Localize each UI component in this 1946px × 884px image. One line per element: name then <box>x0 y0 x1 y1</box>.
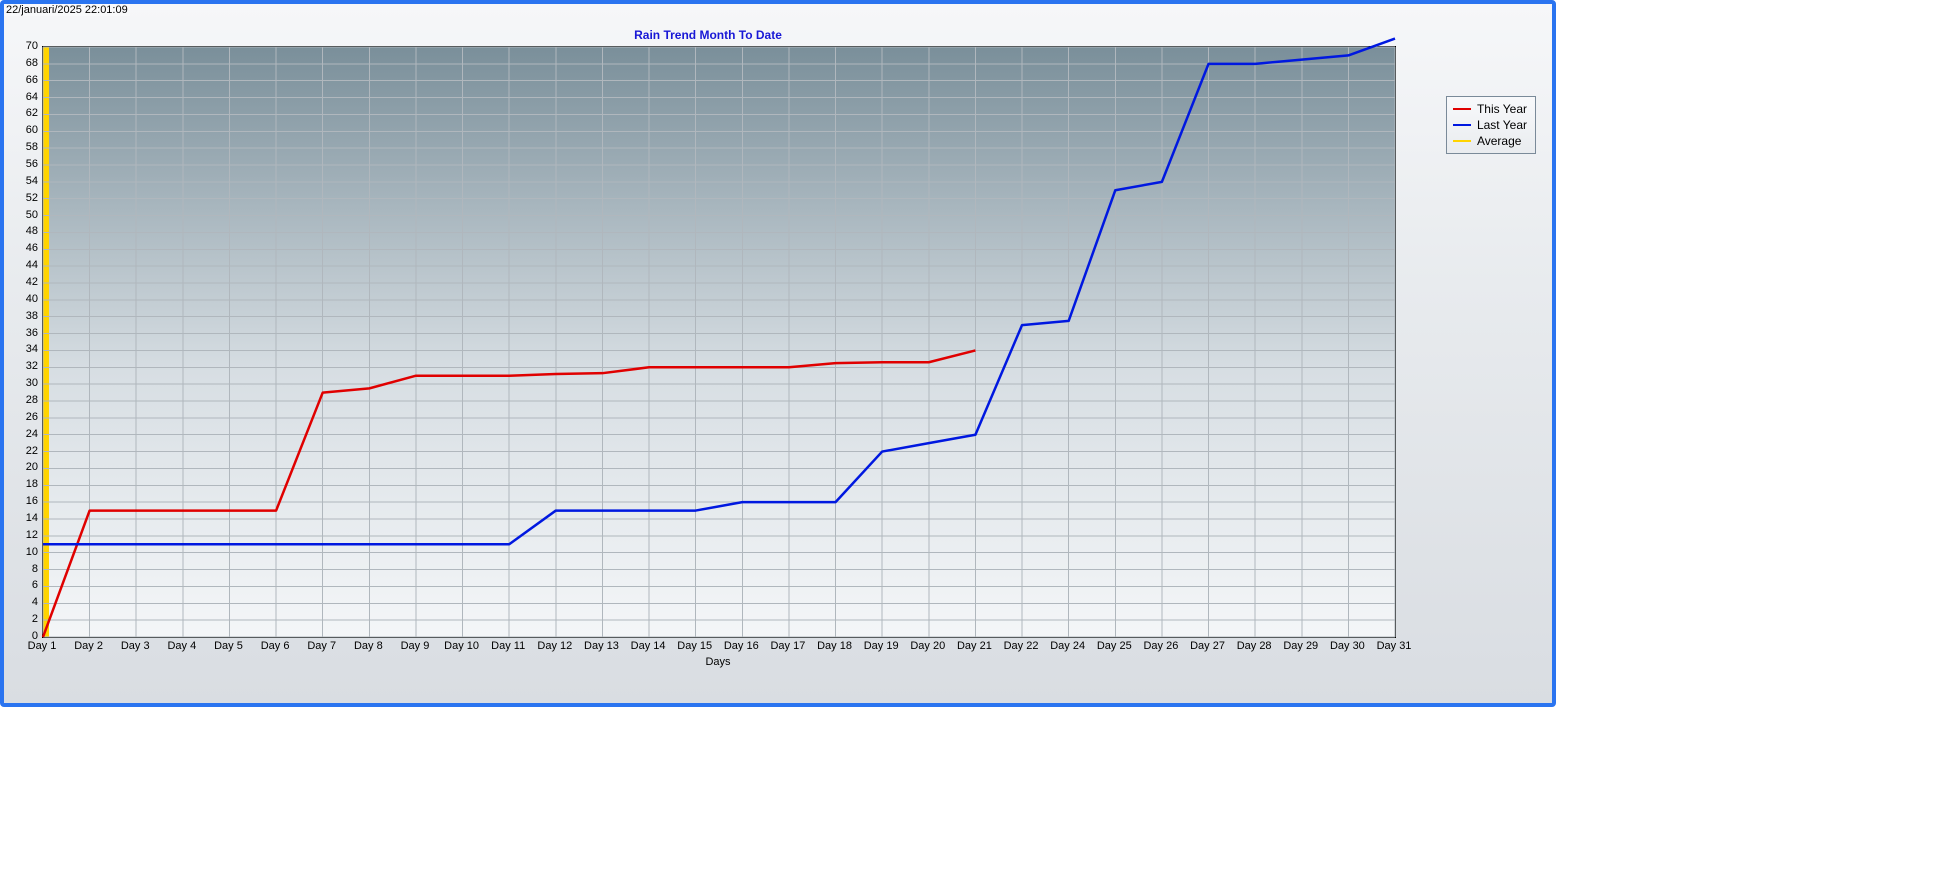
x-tick-label: Day 6 <box>261 640 290 652</box>
y-tick-label: 16 <box>26 495 38 507</box>
x-tick-label: Day 3 <box>121 640 150 652</box>
y-tick-label: 64 <box>26 91 38 103</box>
x-tick-label: Day 30 <box>1330 640 1365 652</box>
x-tick-label: Day 16 <box>724 640 759 652</box>
x-tick-label: Day 22 <box>1004 640 1039 652</box>
x-tick-label: Day 12 <box>537 640 572 652</box>
plot-area <box>42 46 1396 638</box>
legend-item: Last Year <box>1453 117 1527 133</box>
y-tick-label: 52 <box>26 192 38 204</box>
chart-title: Rain Trend Month To Date <box>4 28 1412 42</box>
y-tick-label: 48 <box>26 225 38 237</box>
legend-swatch <box>1453 124 1471 126</box>
y-tick-label: 46 <box>26 242 38 254</box>
y-tick-label: 56 <box>26 158 38 170</box>
y-tick-label: 54 <box>26 175 38 187</box>
x-tick-label: Day 17 <box>770 640 805 652</box>
x-tick-label: Day 29 <box>1283 640 1318 652</box>
x-tick-label: Day 18 <box>817 640 852 652</box>
x-tick-label: Day 1 <box>28 640 57 652</box>
x-tick-label: Day 25 <box>1097 640 1132 652</box>
y-tick-label: 32 <box>26 360 38 372</box>
legend: This YearLast YearAverage <box>1446 96 1536 154</box>
legend-label: This Year <box>1477 101 1527 117</box>
legend-swatch <box>1453 140 1471 142</box>
y-tick-label: 30 <box>26 377 38 389</box>
series-layer <box>43 47 1395 637</box>
x-tick-label: Day 28 <box>1237 640 1272 652</box>
y-tick-label: 38 <box>26 310 38 322</box>
x-tick-label: Day 21 <box>957 640 992 652</box>
x-tick-label: Day 5 <box>214 640 243 652</box>
x-tick-label: Day 13 <box>584 640 619 652</box>
series-line-last-year <box>43 39 1395 545</box>
y-tick-label: 28 <box>26 394 38 406</box>
x-tick-label: Day 27 <box>1190 640 1225 652</box>
y-tick-label: 14 <box>26 512 38 524</box>
x-tick-label: Day 7 <box>307 640 336 652</box>
y-tick-label: 40 <box>26 293 38 305</box>
y-tick-label: 8 <box>32 563 38 575</box>
legend-label: Average <box>1477 133 1521 149</box>
y-tick-label: 70 <box>26 40 38 52</box>
y-tick-label: 4 <box>32 596 38 608</box>
x-tick-label: Day 20 <box>910 640 945 652</box>
plot-wrapper: 0246810121416182022242628303234363840424… <box>16 46 1396 658</box>
y-tick-label: 10 <box>26 546 38 558</box>
x-tick-label: Day 19 <box>864 640 899 652</box>
x-tick-label: Day 14 <box>631 640 666 652</box>
y-tick-label: 34 <box>26 343 38 355</box>
y-axis-labels: 0246810121416182022242628303234363840424… <box>16 46 40 636</box>
x-axis-title: Days <box>42 656 1394 668</box>
y-tick-label: 26 <box>26 411 38 423</box>
legend-item: This Year <box>1453 101 1527 117</box>
x-tick-label: Day 9 <box>401 640 430 652</box>
series-line-this-year <box>43 350 975 637</box>
y-tick-label: 58 <box>26 141 38 153</box>
chart-window: 22/januari/2025 22:01:09 Rain Trend Mont… <box>0 0 1556 707</box>
x-tick-label: Day 24 <box>1050 640 1085 652</box>
x-tick-label: Day 15 <box>677 640 712 652</box>
legend-swatch <box>1453 108 1471 110</box>
legend-item: Average <box>1453 133 1527 149</box>
x-tick-label: Day 26 <box>1143 640 1178 652</box>
y-tick-label: 24 <box>26 428 38 440</box>
x-tick-label: Day 11 <box>491 640 525 652</box>
y-tick-label: 68 <box>26 57 38 69</box>
x-tick-label: Day 4 <box>167 640 196 652</box>
y-tick-label: 60 <box>26 124 38 136</box>
y-tick-label: 18 <box>26 478 38 490</box>
y-tick-label: 62 <box>26 107 38 119</box>
legend-label: Last Year <box>1477 117 1527 133</box>
x-tick-label: Day 31 <box>1377 640 1412 652</box>
y-tick-label: 22 <box>26 445 38 457</box>
timestamp-label: 22/januari/2025 22:01:09 <box>4 4 130 16</box>
y-tick-label: 6 <box>32 579 38 591</box>
y-tick-label: 20 <box>26 461 38 473</box>
y-tick-label: 50 <box>26 209 38 221</box>
x-tick-label: Day 8 <box>354 640 383 652</box>
y-tick-label: 36 <box>26 327 38 339</box>
y-tick-label: 42 <box>26 276 38 288</box>
x-tick-label: Day 10 <box>444 640 479 652</box>
y-tick-label: 2 <box>32 613 38 625</box>
y-tick-label: 66 <box>26 74 38 86</box>
x-tick-label: Day 2 <box>74 640 103 652</box>
y-tick-label: 12 <box>26 529 38 541</box>
y-tick-label: 44 <box>26 259 38 271</box>
